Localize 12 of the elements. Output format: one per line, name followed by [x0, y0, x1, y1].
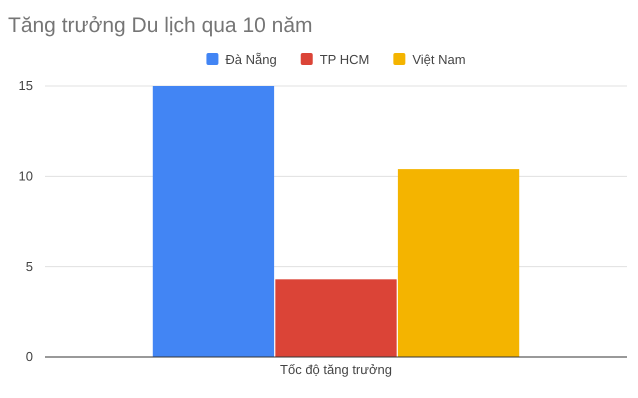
y-tick-label: 10 — [18, 168, 33, 184]
x-tick-label: Tốc độ tăng trưởng — [280, 362, 392, 378]
legend-label: TP HCM — [320, 52, 370, 67]
y-tick-label: 5 — [26, 258, 33, 274]
bar — [398, 169, 520, 357]
y-tick-label: 15 — [18, 78, 33, 94]
bar — [275, 279, 397, 357]
legend-label: Việt Nam — [412, 52, 466, 67]
bar — [152, 86, 274, 357]
chart-title: Tăng trưởng Du lịch qua 10 năm — [8, 14, 312, 37]
y-tick-label: 0 — [26, 349, 33, 364]
legend-label: Đà Nẵng — [225, 52, 277, 67]
